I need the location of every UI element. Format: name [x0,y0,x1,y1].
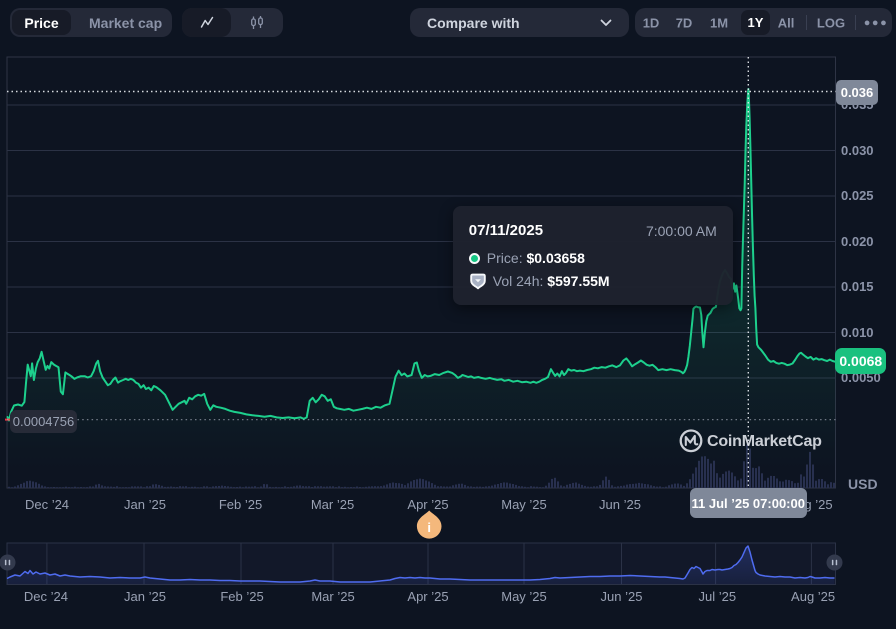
svg-text:CoinMarketCap: CoinMarketCap [707,433,822,450]
svg-text:i: i [427,520,431,535]
